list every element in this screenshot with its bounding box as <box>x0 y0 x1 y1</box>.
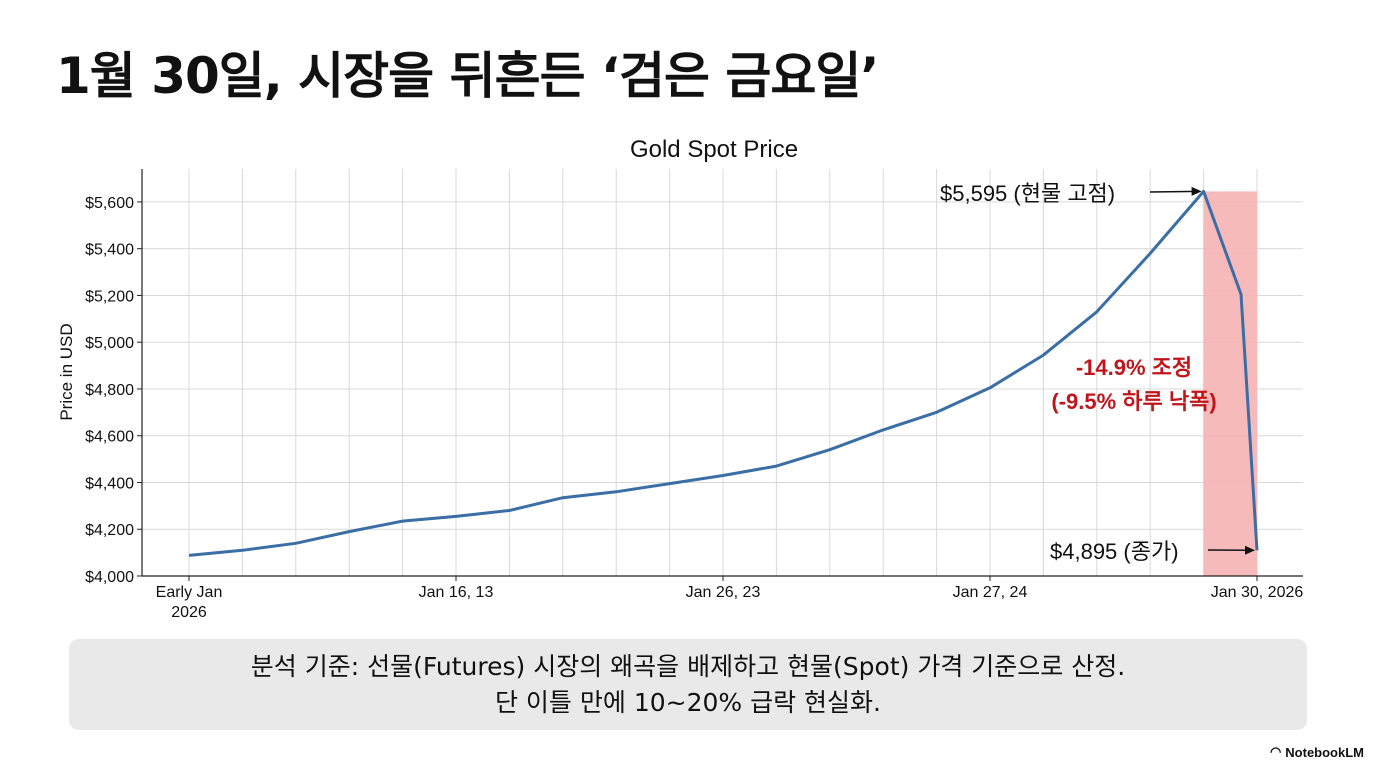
drop-highlight-band <box>1203 191 1257 577</box>
y-axis-label: Price in USD <box>57 323 76 420</box>
x-tick-label: Jan 27, 24 <box>953 584 1028 601</box>
chart-title: Gold Spot Price <box>630 136 798 163</box>
close-arrow-head <box>1245 545 1255 555</box>
grid-lines <box>142 169 1303 577</box>
peak-arrow-head <box>1191 186 1202 196</box>
drop-highlight-layer <box>1203 191 1257 577</box>
x-tick-label-line-2: 2026 <box>171 604 207 621</box>
analysis-note-line-1: 분석 기준: 선물(Futures) 시장의 왜곡을 배제하고 현물(Spot)… <box>250 651 1126 681</box>
y-tick-label: $5,400 <box>85 242 134 259</box>
brand-badge: ◠ NotebookLM <box>1270 744 1364 760</box>
y-tick-label: $5,200 <box>85 288 134 305</box>
notebooklm-logo-icon: ◠ <box>1269 744 1282 759</box>
analysis-note-line-2: 단 이틀 만에 10~20% 급락 현실화. <box>494 687 881 717</box>
x-tick-label: Jan 26, 23 <box>686 584 761 601</box>
daily-drop-annotation: (-9.5% 하루 낙폭) <box>1051 389 1216 414</box>
y-tick-label: $4,800 <box>85 382 134 399</box>
x-tick-label: Early Jan <box>156 584 223 601</box>
y-tick-label: $4,400 <box>85 475 134 492</box>
gold-price-chart: $4,000 $4,200 $4,400 $4,600 $4,800 $5,000 $5,2… <box>57 136 1304 621</box>
y-tick-label: $5,000 <box>85 335 134 352</box>
price-series-line <box>188 189 1259 557</box>
drop-percent-annotation: -14.9% 조정 <box>1076 355 1192 380</box>
y-tick-labels: $4,000 $4,200 $4,400 $4,600 $4,800 $5,000 $5,2… <box>85 195 142 586</box>
brand-label: NotebookLM <box>1285 744 1364 760</box>
page-title: 1월 30일, 시장을 뒤흔든 ‘검은 금요일’ <box>56 47 879 105</box>
x-tick-label: Jan 30, 2026 <box>1211 584 1304 601</box>
x-tick-label: Jan 16, 13 <box>419 584 494 601</box>
peak-arrow-line <box>1149 190 1198 193</box>
peak-price-annotation: $5,595 (현물 고점) <box>940 181 1115 206</box>
y-tick-label: $4,600 <box>85 429 134 446</box>
price-line-layer <box>188 189 1259 557</box>
analysis-note-box: 분석 기준: 선물(Futures) 시장의 왜곡을 배제하고 현물(Spot)… <box>69 639 1307 730</box>
x-tick-labels: Early Jan 2026 Jan 16, 13 Jan 26, 23 Jan 27,… <box>156 576 1304 621</box>
close-price-annotation: $4,895 (종가) <box>1050 539 1179 564</box>
annotations: $5,595 (현물 고점) $4,895 (종가) -14.9% 조정 (-9.5%… <box>940 181 1255 564</box>
y-tick-label: $4,000 <box>85 569 134 586</box>
y-tick-label: $5,600 <box>85 195 134 212</box>
y-tick-label: $4,200 <box>85 522 134 539</box>
